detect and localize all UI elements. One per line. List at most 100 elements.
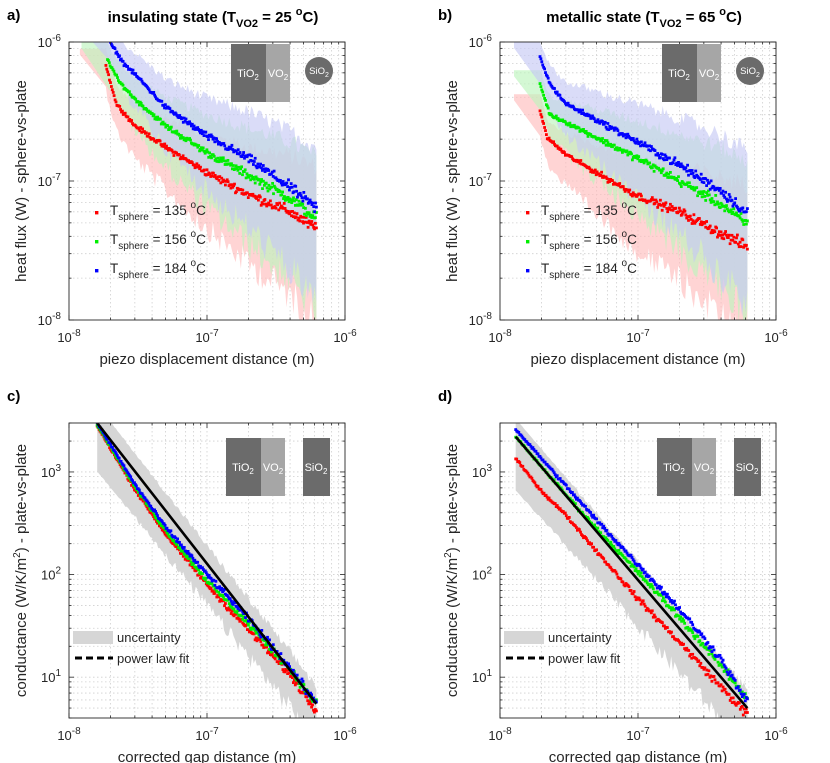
data-point — [204, 571, 208, 575]
data-point — [219, 588, 222, 592]
data-point — [254, 175, 258, 179]
legend-entry: Tsphere = 135 oC — [110, 200, 206, 223]
y-tick-label: 10-7 — [38, 172, 62, 189]
data-point — [554, 114, 558, 118]
data-point — [261, 202, 265, 206]
data-point — [314, 216, 317, 219]
data-point — [574, 495, 577, 499]
data-point — [615, 572, 619, 576]
data-point — [310, 216, 314, 219]
data-point — [270, 170, 274, 174]
data-point — [619, 577, 623, 581]
data-point — [296, 204, 300, 207]
data-point — [617, 542, 621, 545]
data-point — [300, 201, 304, 205]
data-point — [288, 665, 291, 668]
data-point — [688, 617, 692, 621]
data-point — [119, 57, 123, 61]
data-point — [715, 202, 718, 206]
legend-marker — [526, 269, 530, 273]
data-point — [312, 205, 316, 208]
data-point — [720, 203, 724, 207]
data-point — [236, 607, 240, 610]
data-point — [286, 196, 290, 199]
data-point — [649, 583, 653, 586]
data-point — [521, 464, 525, 468]
data-point — [126, 115, 130, 119]
data-point — [632, 559, 636, 563]
data-point — [650, 196, 654, 199]
data-point — [181, 154, 185, 158]
data-point — [104, 435, 108, 439]
data-point — [618, 146, 622, 150]
data-point — [717, 202, 720, 206]
data-point — [254, 636, 258, 640]
data-point — [615, 549, 619, 552]
data-point — [137, 127, 141, 131]
data-point — [197, 144, 201, 147]
data-point — [315, 709, 318, 713]
data-point — [711, 645, 715, 649]
data-point — [107, 61, 111, 65]
data-point — [657, 166, 660, 170]
data-point — [161, 529, 165, 532]
data-point — [273, 205, 277, 208]
data-point — [623, 133, 627, 136]
series-1 — [104, 64, 318, 231]
data-point — [566, 101, 570, 105]
data-point — [609, 540, 613, 544]
data-point — [671, 161, 675, 164]
data-point — [166, 124, 170, 128]
data-point — [710, 228, 714, 232]
data-point — [563, 151, 566, 154]
data-point — [680, 212, 684, 216]
data-point — [618, 543, 622, 547]
data-point — [711, 654, 715, 658]
data-point — [296, 218, 300, 222]
data-point — [650, 577, 654, 581]
sio2-label: SiO2 — [736, 462, 759, 476]
data-point — [539, 113, 543, 116]
data-point — [672, 158, 676, 162]
data-point — [245, 619, 248, 622]
data-point — [546, 76, 550, 80]
data-point — [638, 598, 642, 602]
data-point — [246, 196, 250, 199]
sio2-label: SiO2 — [740, 66, 760, 79]
data-point — [259, 640, 263, 643]
data-point — [280, 193, 284, 197]
data-point — [140, 492, 144, 496]
data-point — [592, 545, 595, 549]
data-point — [204, 130, 208, 134]
data-point — [744, 219, 747, 222]
data-point — [185, 551, 189, 555]
data-point — [571, 521, 574, 525]
data-point — [539, 456, 543, 460]
data-point — [195, 568, 199, 572]
data-point — [540, 88, 544, 92]
data-point — [575, 158, 579, 162]
data-point — [217, 595, 221, 599]
data-point — [681, 617, 684, 621]
legend-entry: Tsphere = 184 oC — [541, 258, 637, 281]
x-tick-label: 10-7 — [195, 726, 219, 743]
data-point — [670, 608, 673, 612]
data-point — [588, 167, 592, 171]
data-point — [655, 590, 659, 594]
data-point — [609, 142, 612, 146]
data-point — [621, 132, 624, 135]
data-point — [226, 180, 230, 184]
data-point — [632, 565, 636, 569]
data-point — [665, 158, 669, 161]
data-point — [660, 153, 664, 156]
data-point — [571, 491, 574, 494]
data-point — [688, 214, 692, 218]
data-point — [731, 204, 735, 208]
data-point — [647, 148, 651, 152]
data-point — [619, 551, 623, 555]
data-point — [245, 172, 249, 176]
data-point — [734, 213, 737, 217]
data-point — [153, 513, 156, 517]
data-point — [649, 611, 653, 615]
data-point — [612, 128, 616, 132]
